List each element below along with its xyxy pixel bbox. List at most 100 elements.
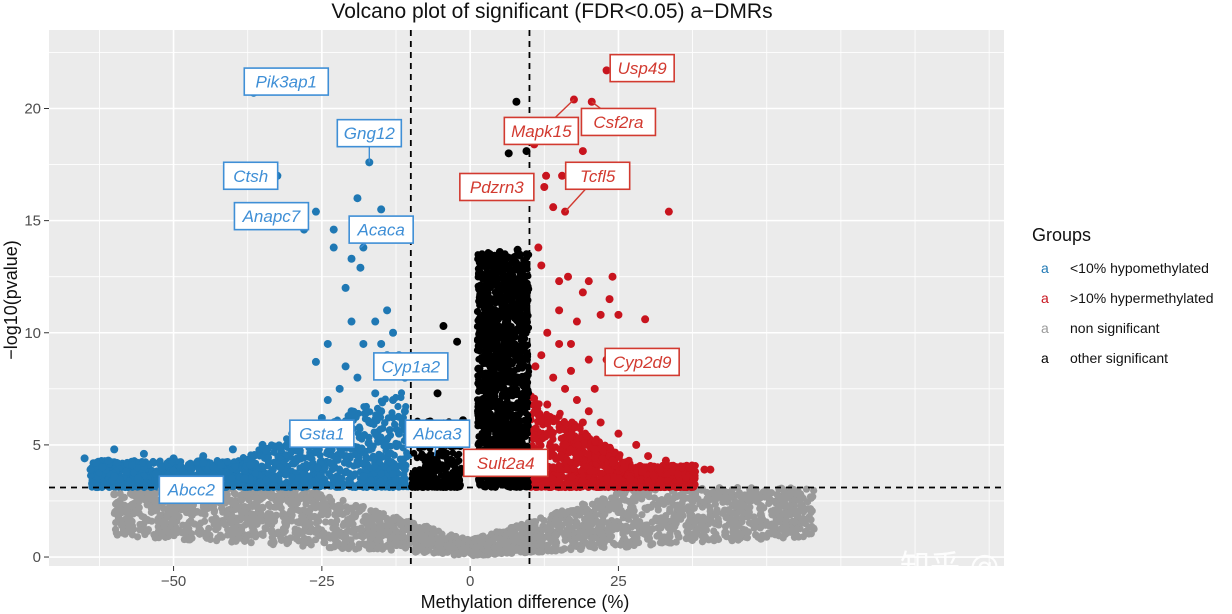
point-hypomethylated-cloud: [377, 469, 385, 478]
point-hypomethylated-cloud: [316, 451, 324, 459]
point-non-significant-cloud: [258, 517, 266, 525]
point-non-significant-cloud: [245, 503, 253, 511]
point-non-significant-cloud: [304, 494, 313, 502]
point-non-significant-cloud: [546, 535, 555, 543]
point-non-significant-cloud: [674, 532, 682, 540]
point-non-significant-cloud: [321, 518, 330, 526]
point-non-significant-cloud: [620, 494, 628, 503]
point-non-significant-cloud: [164, 528, 173, 536]
point-hypermethylated-cloud: [586, 467, 594, 476]
point-hypomethylated-cloud: [169, 466, 177, 474]
point-non-significant-cloud: [575, 533, 583, 541]
point-non-significant-cloud: [807, 516, 815, 524]
point-non-significant-cloud: [147, 495, 156, 503]
point-non-significant-cloud: [331, 536, 340, 544]
point-non-significant-cloud: [112, 529, 120, 537]
point-non-significant-cloud: [320, 529, 328, 537]
point-hypermethylated-cloud: [598, 454, 607, 462]
point-non-significant-cloud: [663, 538, 672, 546]
point-non-significant-cloud: [620, 534, 629, 542]
point-non-significant-cloud: [350, 524, 358, 533]
point-non-significant-cloud: [418, 536, 426, 544]
point-non-significant-cloud: [808, 507, 816, 515]
point-hypomethylated-cloud: [292, 458, 300, 466]
point-non-significant-cloud: [424, 524, 432, 532]
point-non-significant-cloud: [613, 490, 621, 499]
point-hypermethylated-cloud: [570, 424, 578, 432]
point-non-significant-cloud: [553, 539, 561, 547]
point-non-significant-cloud: [672, 519, 680, 527]
point-non-significant-cloud: [247, 539, 255, 547]
point-non-significant-cloud: [546, 546, 554, 554]
point-hypomethylated-cloud: [209, 463, 217, 471]
point-non-significant-cloud: [367, 507, 375, 515]
point-non-significant-cloud: [129, 510, 138, 518]
point-non-significant-cloud: [541, 525, 550, 533]
point-hypermethylated-cloud: [656, 480, 664, 488]
point-non-significant-cloud: [242, 536, 250, 544]
point-non-significant-cloud: [804, 498, 812, 506]
point-non-significant-cloud: [148, 517, 156, 525]
point-non-significant-cloud: [664, 492, 672, 501]
point-non-significant-cloud: [358, 505, 366, 513]
point-non-significant-cloud: [633, 522, 641, 530]
point-non-significant-cloud: [576, 545, 584, 553]
point-hypomethylated-cloud: [336, 467, 344, 475]
point-hypomethylated-cloud: [367, 476, 375, 484]
point-non-significant-cloud: [116, 489, 124, 498]
point-non-significant-cloud: [536, 547, 544, 555]
point-non-significant-cloud: [569, 538, 577, 546]
point-non-significant-cloud: [638, 511, 646, 519]
point-hypomethylated-cloud: [313, 464, 322, 472]
point-non-significant-cloud: [163, 513, 171, 522]
point-non-significant-cloud: [474, 534, 482, 542]
point-non-significant-cloud: [178, 503, 186, 511]
point-non-significant-cloud: [777, 525, 785, 533]
point-non-significant-cloud: [708, 489, 716, 497]
point-non-significant-cloud: [517, 544, 525, 553]
point-non-significant-cloud: [299, 542, 307, 550]
point-non-significant-cloud: [339, 521, 347, 530]
point-hypermethylated-cloud: [604, 466, 612, 474]
point-non-significant-cloud: [728, 509, 736, 517]
point-hypermethylated-cloud: [565, 449, 573, 457]
point-hypomethylated-cloud: [316, 471, 324, 480]
point-hypomethylated-cloud: [385, 449, 393, 458]
point-non-significant-cloud: [283, 540, 291, 548]
point-hypomethylated-cloud: [276, 444, 284, 452]
point-non-significant-cloud: [507, 524, 515, 532]
point-hypermethylated-cloud: [544, 419, 552, 427]
point-hypomethylated-cloud: [377, 477, 385, 485]
point-hypomethylated-cloud: [113, 458, 121, 467]
point-non-significant-cloud: [592, 511, 600, 519]
point-non-significant-cloud: [590, 542, 598, 550]
point-non-significant-cloud: [732, 523, 741, 531]
point-non-significant-cloud: [739, 502, 748, 510]
point-non-significant-cloud: [307, 541, 315, 549]
point-hypomethylated-cloud: [287, 449, 295, 457]
point-non-significant-cloud: [762, 532, 770, 540]
point-non-significant-cloud: [565, 515, 574, 524]
point-hypomethylated-cloud: [231, 463, 239, 471]
point-non-significant-cloud: [684, 494, 693, 502]
point-non-significant-cloud: [214, 534, 222, 542]
point-non-significant-cloud: [782, 515, 790, 524]
point-hypomethylated-cloud: [394, 402, 402, 411]
point-hypermethylated-cloud: [550, 415, 559, 423]
point-non-significant-cloud: [751, 520, 759, 529]
point-non-significant-cloud: [653, 532, 661, 540]
point-non-significant-cloud: [657, 514, 666, 522]
point-non-significant-cloud: [266, 503, 274, 511]
point-non-significant-cloud: [300, 536, 308, 544]
point-non-significant-cloud: [170, 519, 178, 527]
point-non-significant-cloud: [560, 545, 568, 553]
point-non-significant-cloud: [747, 484, 756, 492]
point-non-significant-cloud: [775, 532, 783, 540]
point-non-significant-cloud: [312, 519, 320, 527]
point-non-significant-cloud: [123, 508, 131, 516]
point-non-significant-cloud: [606, 532, 614, 540]
point-hypermethylated-cloud: [537, 441, 545, 449]
point-non-significant-cloud: [791, 533, 799, 541]
point-hypomethylated-cloud: [337, 474, 345, 482]
point-non-significant-cloud: [127, 524, 135, 532]
